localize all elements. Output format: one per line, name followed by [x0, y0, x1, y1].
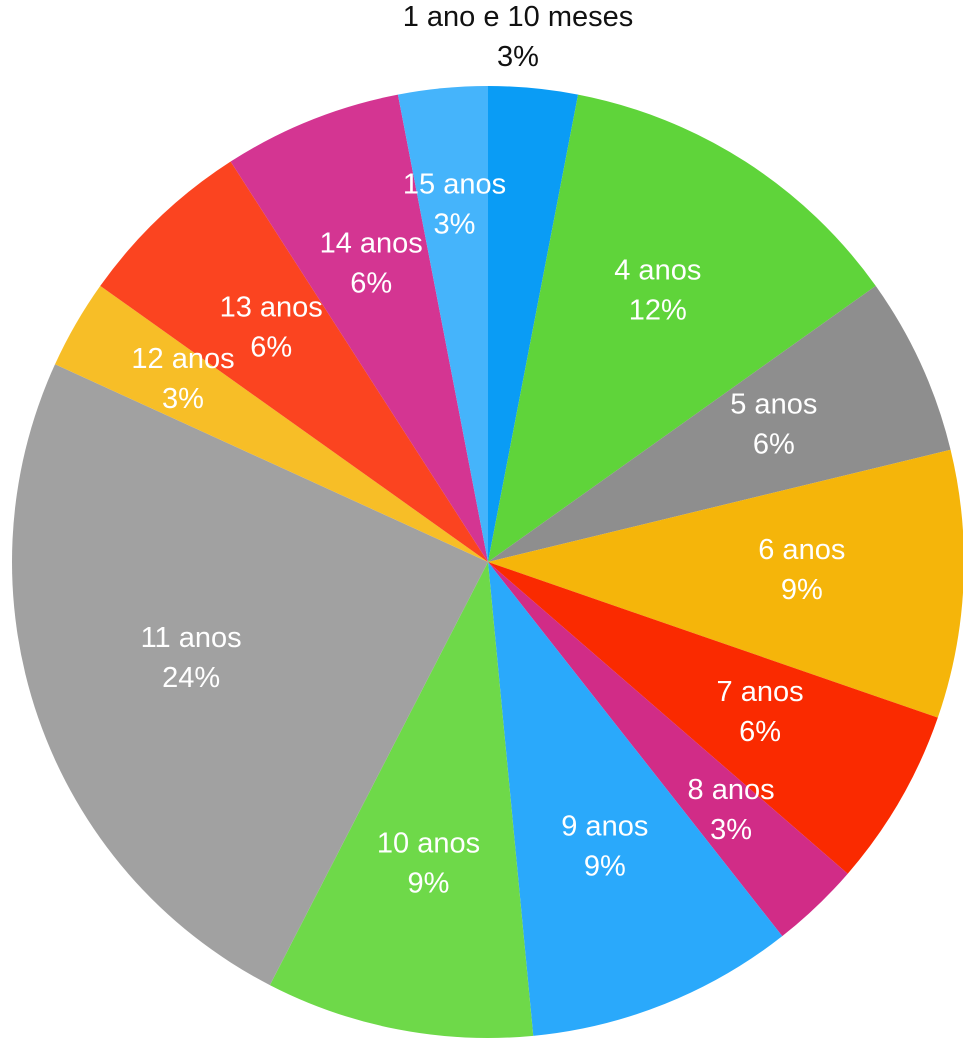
slice-percent-label: 9% — [781, 574, 823, 606]
slice-label-7: 10 anos 9% — [377, 828, 480, 900]
pie-slice-1 — [488, 94, 876, 562]
pie-slices — [12, 86, 963, 1038]
slice-label-12: 15 anos 3% — [403, 168, 506, 240]
pie-slice-2 — [488, 285, 951, 562]
slice-category-label: 7 anos — [717, 676, 804, 708]
pie-slice-0 — [488, 86, 579, 562]
slice-category-label: 14 anos — [320, 227, 423, 259]
slice-category-label: 4 anos — [614, 255, 701, 287]
slice-percent-label: 3% — [162, 383, 204, 415]
slice-category-label: 15 anos — [403, 168, 506, 200]
slice-label-5: 8 anos 3% — [688, 774, 775, 846]
slice-category-label: 11 anos — [141, 622, 242, 654]
slice-label-3: 6 anos 9% — [758, 534, 845, 606]
slice-percent-label: 6% — [753, 429, 795, 461]
slice-percent-label: 3% — [710, 814, 752, 846]
pie-labels: 1 ano e 10 meses 3% 4 anos 12% 5 anos 6% 6 ano… — [131, 1, 845, 900]
slice-percent-label: 3% — [497, 41, 539, 73]
pie-slice-12 — [397, 86, 488, 562]
slice-label-11: 14 anos 6% — [320, 227, 423, 299]
slice-category-label: 9 anos — [561, 811, 648, 843]
slice-percent-label: 6% — [250, 332, 292, 364]
slice-label-1: 4 anos 12% — [614, 255, 701, 327]
pie-slice-11 — [230, 94, 488, 562]
slice-label-8: 11 anos 24% — [141, 622, 242, 694]
pie-slice-5 — [488, 562, 848, 937]
slice-label-0: 1 ano e 10 meses 3% — [403, 1, 634, 73]
slice-percent-label: 3% — [434, 208, 476, 240]
slice-percent-label: 9% — [408, 868, 450, 900]
slice-category-label: 12 anos — [131, 343, 234, 375]
slice-category-label: 8 anos — [688, 774, 775, 806]
slice-label-6: 9 anos 9% — [561, 811, 648, 883]
slice-label-10: 13 anos 6% — [220, 292, 323, 364]
slice-category-label: 5 anos — [730, 389, 817, 421]
slice-category-label: 1 ano e 10 meses — [403, 1, 634, 33]
pie-slice-4 — [488, 562, 938, 874]
pie-slice-10 — [100, 161, 488, 562]
slice-category-label: 13 anos — [220, 292, 323, 324]
slice-percent-label: 12% — [629, 295, 687, 327]
slice-percent-label: 9% — [584, 851, 626, 883]
slice-percent-label: 6% — [350, 267, 392, 299]
pie-slice-9 — [55, 285, 489, 562]
pie-slice-6 — [488, 562, 783, 1036]
slice-percent-label: 6% — [739, 716, 781, 748]
slice-percent-label: 24% — [162, 662, 220, 694]
slice-category-label: 6 anos — [758, 534, 845, 566]
pie-slice-7 — [269, 562, 534, 1038]
slice-label-4: 7 anos 6% — [717, 676, 804, 748]
pie-slice-8 — [12, 364, 488, 986]
slice-category-label: 10 anos — [377, 828, 480, 860]
slice-label-2: 5 anos 6% — [730, 389, 817, 461]
pie-slice-3 — [488, 449, 963, 718]
slice-label-9: 12 anos 3% — [131, 343, 234, 415]
